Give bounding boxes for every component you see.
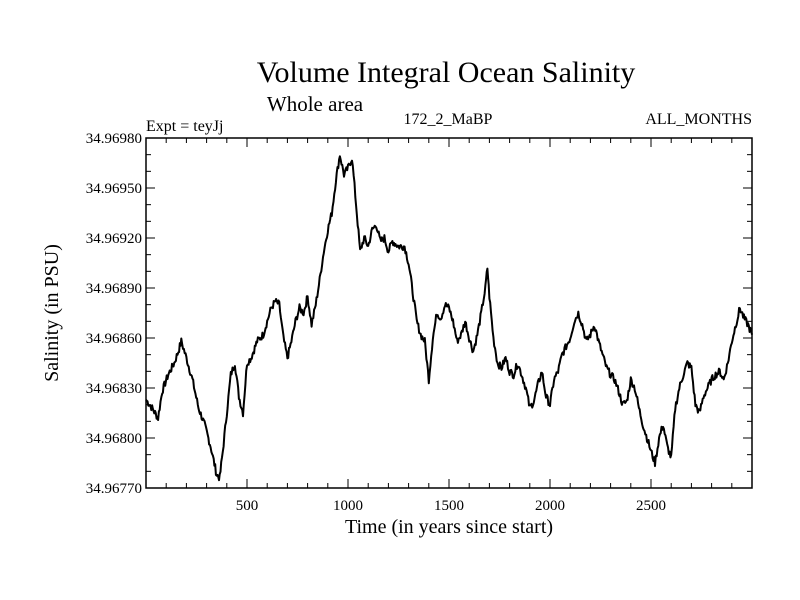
x-tick-label: 1500	[434, 498, 464, 514]
y-tick-label: 34.96950	[86, 181, 142, 197]
x-tick-label: 2500	[636, 498, 666, 514]
chart-subtitle: Whole area	[267, 92, 364, 116]
y-tick-label: 34.96830	[86, 381, 142, 397]
y-tick-label: 34.96890	[86, 281, 142, 297]
axis-ticks: 500 1000 1500 2000 2500 34.96770 34.96800 34.96…	[86, 131, 752, 514]
y-tick-label: 34.96980	[86, 131, 142, 147]
x-tick-label: 1000	[333, 498, 363, 514]
experiment-label: Expt = teyJj	[146, 118, 223, 135]
y-tick-label: 34.96770	[86, 481, 142, 497]
x-axis-label: Time (in years since start)	[345, 516, 553, 538]
chart-title: Volume Integral Ocean Salinity	[257, 56, 636, 89]
y-tick-label: 34.96920	[86, 231, 142, 247]
x-tick-label: 2000	[535, 498, 565, 514]
months-label: ALL_MONTHS	[645, 111, 752, 128]
y-tick-label: 34.96800	[86, 431, 142, 447]
x-tick-label: 500	[236, 498, 259, 514]
period-label: 172_2_MaBP	[404, 111, 493, 128]
y-axis-label: Salinity (in PSU)	[41, 244, 63, 382]
y-tick-label: 34.96860	[86, 331, 142, 347]
salinity-series-line	[145, 155, 753, 482]
plot-frame	[145, 137, 753, 489]
